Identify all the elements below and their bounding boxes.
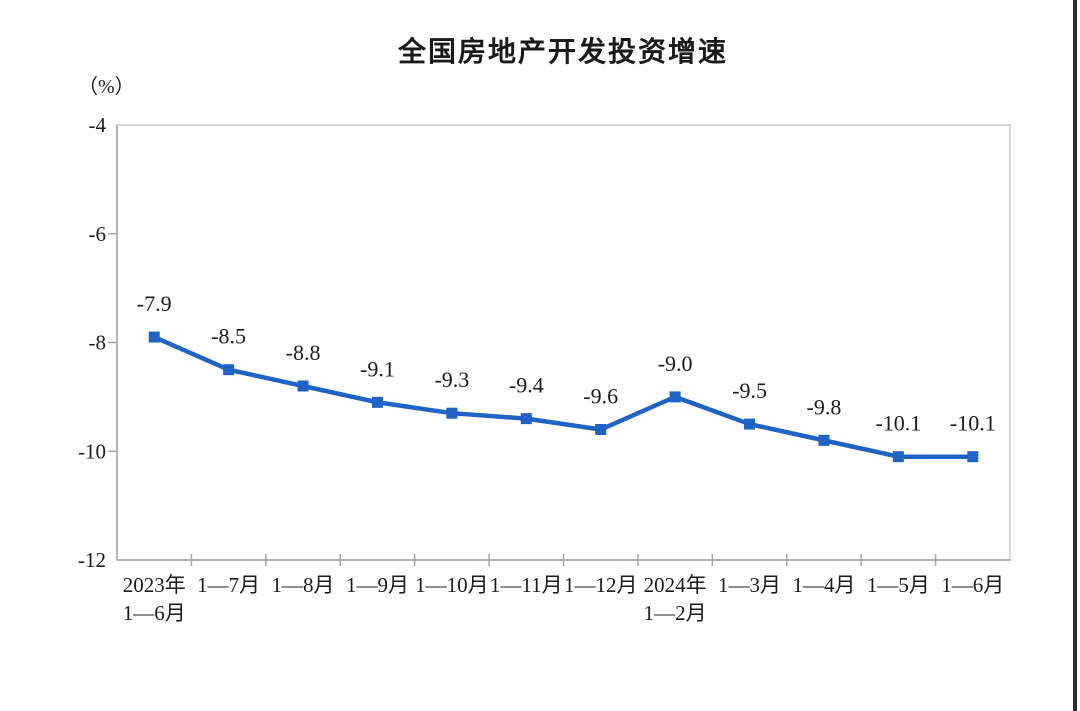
data-label: -10.1 — [950, 411, 996, 436]
y-tick-label: -10 — [78, 439, 106, 463]
y-tick-label: -6 — [89, 222, 107, 246]
plot-border — [116, 124, 1011, 561]
data-label: -8.5 — [211, 324, 246, 349]
data-point-marker — [669, 391, 681, 403]
y-axis-unit-label: （%） — [78, 76, 135, 98]
x-tick-label: 1—5月 — [867, 573, 930, 597]
x-tick-label: 1—9月 — [346, 573, 409, 597]
data-label: -10.1 — [875, 411, 921, 436]
data-label: -9.5 — [732, 378, 767, 403]
x-tick-label: 1—6月 — [941, 573, 1004, 597]
data-label: -9.1 — [360, 356, 395, 381]
x-tick-label: 1—4月 — [792, 573, 855, 597]
x-tick-label: 2023年 — [123, 573, 186, 597]
x-tick-label: 1—8月 — [272, 573, 335, 597]
x-tick-label: 1—7月 — [197, 573, 260, 597]
y-tick-label: -12 — [78, 548, 106, 572]
data-point-marker — [595, 424, 607, 435]
data-point-marker — [744, 418, 756, 430]
x-tick-label: 1—6月 — [123, 601, 186, 625]
data-point-marker — [446, 407, 458, 419]
x-tick-label: 2024年 — [644, 573, 707, 597]
data-point-marker — [520, 413, 532, 425]
data-label: -9.6 — [583, 384, 618, 409]
data-point-marker — [297, 380, 309, 392]
data-label: -9.8 — [807, 394, 842, 419]
data-point-marker — [892, 451, 904, 463]
data-point-marker — [148, 331, 160, 343]
data-label: -9.4 — [509, 373, 544, 398]
x-tick-label: 1—2月 — [644, 601, 707, 625]
data-point-marker — [371, 396, 383, 408]
y-tick-label: -8 — [89, 331, 107, 355]
data-label: -8.8 — [286, 340, 321, 365]
data-label: -9.3 — [434, 367, 469, 392]
x-tick-label: 1—11月 — [490, 573, 563, 597]
y-tick-label: -4 — [89, 113, 107, 137]
data-point-marker — [967, 451, 979, 463]
data-label: -9.0 — [658, 351, 693, 376]
window-edge-line — [1073, 0, 1077, 711]
data-point-marker — [223, 364, 235, 376]
data-label: -7.9 — [137, 291, 172, 316]
x-tick-label: 1—3月 — [718, 573, 781, 597]
x-tick-label: 1—10月 — [415, 573, 489, 597]
x-tick-label: 1—12月 — [564, 573, 638, 597]
data-point-marker — [818, 434, 830, 446]
series-line — [151, 334, 976, 459]
chart-title: 全国房地产开发投资增速 — [397, 36, 728, 67]
